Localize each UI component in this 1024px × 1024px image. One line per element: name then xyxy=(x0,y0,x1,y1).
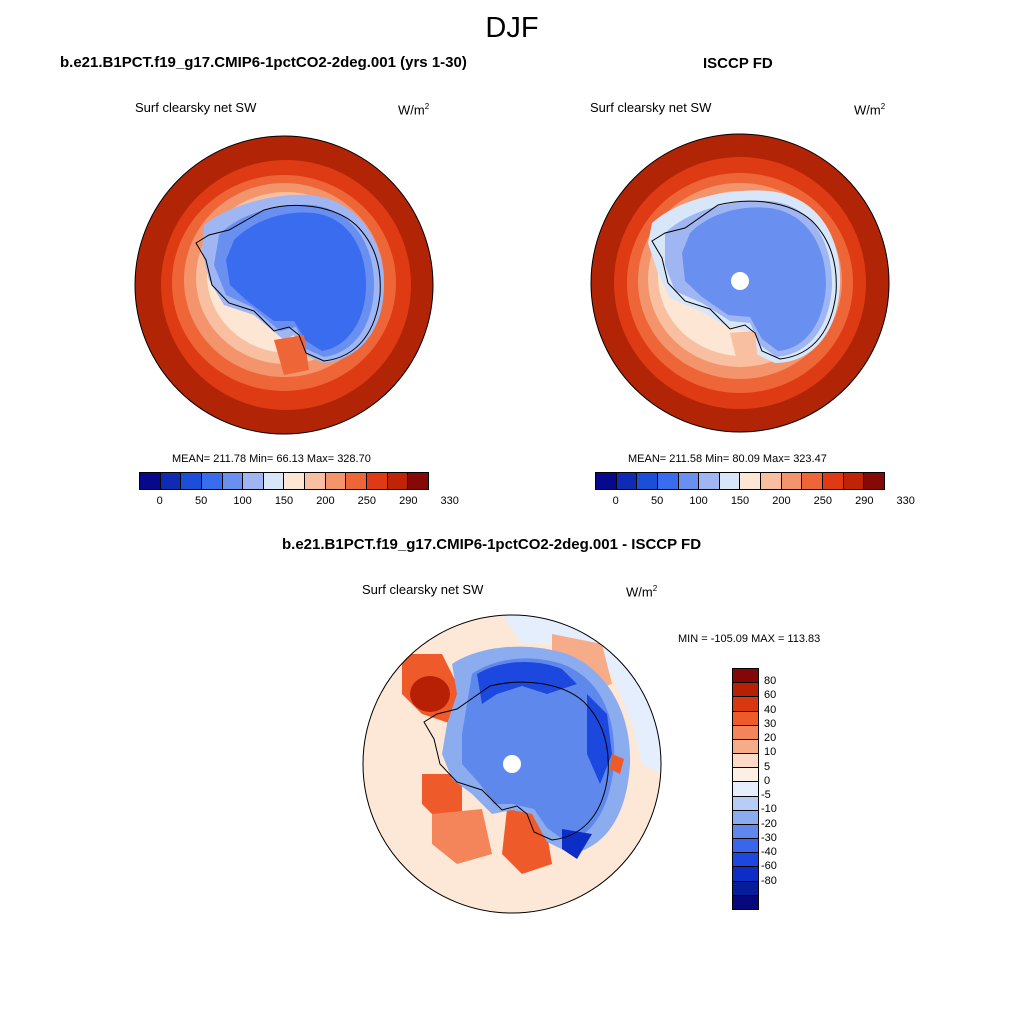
right-variable-label: Surf clearsky net SW xyxy=(590,100,712,115)
diff-panel-title: b.e21.B1PCT.f19_g17.CMIP6-1pctCO2-2deg.0… xyxy=(282,536,702,553)
colorbar-tick-label: -30 xyxy=(761,831,777,844)
left-polar-map xyxy=(134,135,434,435)
colorbar-cell xyxy=(201,473,223,489)
colorbar-cell xyxy=(637,473,658,489)
colorbar-cell xyxy=(346,473,368,489)
colorbar-cell xyxy=(140,473,161,489)
colorbar-tick-label: 100 xyxy=(689,495,708,507)
colorbar-tick-label: 5 xyxy=(764,760,771,773)
colorbar-cell xyxy=(367,473,388,489)
colorbar-cell xyxy=(733,895,758,909)
colorbar-tick-label: 80 xyxy=(764,675,777,688)
colorbar-cell xyxy=(284,473,306,489)
colorbar-tick-label: 0 xyxy=(156,495,163,507)
left-panel-title: b.e21.B1PCT.f19_g17.CMIP6-1pctCO2-2deg.0… xyxy=(60,54,467,71)
colorbar-tick-label: 200 xyxy=(316,495,335,507)
colorbar-cell xyxy=(699,473,720,489)
colorbar-cell xyxy=(160,473,182,489)
colorbar-tick-label: -10 xyxy=(761,803,777,816)
colorbar-cell xyxy=(657,473,679,489)
colorbar-cell xyxy=(678,473,700,489)
colorbar-tick-label: 290 xyxy=(855,495,874,507)
colorbar-cell xyxy=(733,810,758,825)
colorbar-cell xyxy=(733,867,758,882)
colorbar-cell xyxy=(733,853,758,868)
diff-variable-label: Surf clearsky net SW xyxy=(362,582,484,597)
colorbar-tick-label: 330 xyxy=(896,495,915,507)
colorbar-tick-label: 330 xyxy=(440,495,459,507)
left-colorbar xyxy=(139,472,429,490)
colorbar-cell xyxy=(733,711,758,726)
right-panel-title: ISCCP FD xyxy=(703,55,773,72)
diff-polar-map xyxy=(362,614,662,914)
right-stats: MEAN= 211.58 Min= 80.09 Max= 323.47 xyxy=(628,453,827,465)
colorbar-tick-label: 20 xyxy=(764,732,777,745)
colorbar-tick-label: 290 xyxy=(399,495,418,507)
colorbar-tick-label: 0 xyxy=(612,495,619,507)
colorbar-tick-label: 0 xyxy=(764,774,771,787)
colorbar-cell xyxy=(733,669,758,684)
colorbar-tick-label: -20 xyxy=(761,817,777,830)
colorbar-tick-label: 150 xyxy=(730,495,750,507)
left-variable-label: Surf clearsky net SW xyxy=(135,100,257,115)
colorbar-cell xyxy=(325,473,347,489)
colorbar-cell xyxy=(733,739,758,755)
colorbar-tick-label: 150 xyxy=(274,495,294,507)
colorbar-cell xyxy=(408,473,428,489)
diff-units-label: W/m2 xyxy=(626,584,658,600)
colorbar-cell xyxy=(733,881,758,896)
colorbar-cell xyxy=(761,473,782,489)
colorbar-tick-label: 250 xyxy=(813,495,833,507)
colorbar-cell xyxy=(864,473,884,489)
colorbar-tick-label: 200 xyxy=(772,495,791,507)
right-units-label: W/m2 xyxy=(854,102,886,118)
colorbar-tick-label: 30 xyxy=(764,717,777,730)
colorbar-tick-label: -40 xyxy=(761,846,777,859)
colorbar-cell xyxy=(843,473,865,489)
colorbar-tick-label: 50 xyxy=(195,495,208,507)
diff-colorbar xyxy=(732,668,759,910)
colorbar-cell xyxy=(733,683,758,698)
colorbar-cell xyxy=(387,473,409,489)
colorbar-cell xyxy=(733,824,758,840)
colorbar-cell xyxy=(733,754,758,769)
colorbar-cell xyxy=(733,782,758,797)
colorbar-cell xyxy=(740,473,762,489)
colorbar-tick-label: 40 xyxy=(764,703,777,716)
right-colorbar xyxy=(595,472,885,490)
colorbar-cell xyxy=(616,473,638,489)
colorbar-tick-label: 60 xyxy=(764,689,777,702)
colorbar-cell xyxy=(802,473,824,489)
right-polar-map xyxy=(590,133,890,433)
page-title: DJF xyxy=(485,12,539,44)
colorbar-tick-label: 10 xyxy=(764,746,777,759)
colorbar-tick-label: 50 xyxy=(651,495,664,507)
colorbar-tick-label: 100 xyxy=(233,495,252,507)
colorbar-cell xyxy=(733,839,758,854)
colorbar-tick-label: -80 xyxy=(761,874,777,887)
colorbar-cell xyxy=(305,473,326,489)
colorbar-tick-label: -60 xyxy=(761,860,777,873)
left-units-label: W/m2 xyxy=(398,102,430,118)
colorbar-cell xyxy=(222,473,244,489)
colorbar-cell xyxy=(596,473,617,489)
colorbar-cell xyxy=(733,725,758,740)
colorbar-cell xyxy=(781,473,803,489)
colorbar-cell xyxy=(243,473,264,489)
colorbar-tick-label: 250 xyxy=(357,495,377,507)
diff-stats: MIN = -105.09 MAX = 113.83 xyxy=(678,633,821,645)
colorbar-cell xyxy=(733,697,758,712)
colorbar-cell xyxy=(823,473,844,489)
colorbar-cell xyxy=(181,473,202,489)
colorbar-cell xyxy=(733,768,758,783)
colorbar-cell xyxy=(719,473,741,489)
colorbar-cell xyxy=(733,796,758,811)
colorbar-cell xyxy=(263,473,285,489)
left-stats: MEAN= 211.78 Min= 66.13 Max= 328.70 xyxy=(172,453,371,465)
colorbar-tick-label: -5 xyxy=(761,789,771,802)
